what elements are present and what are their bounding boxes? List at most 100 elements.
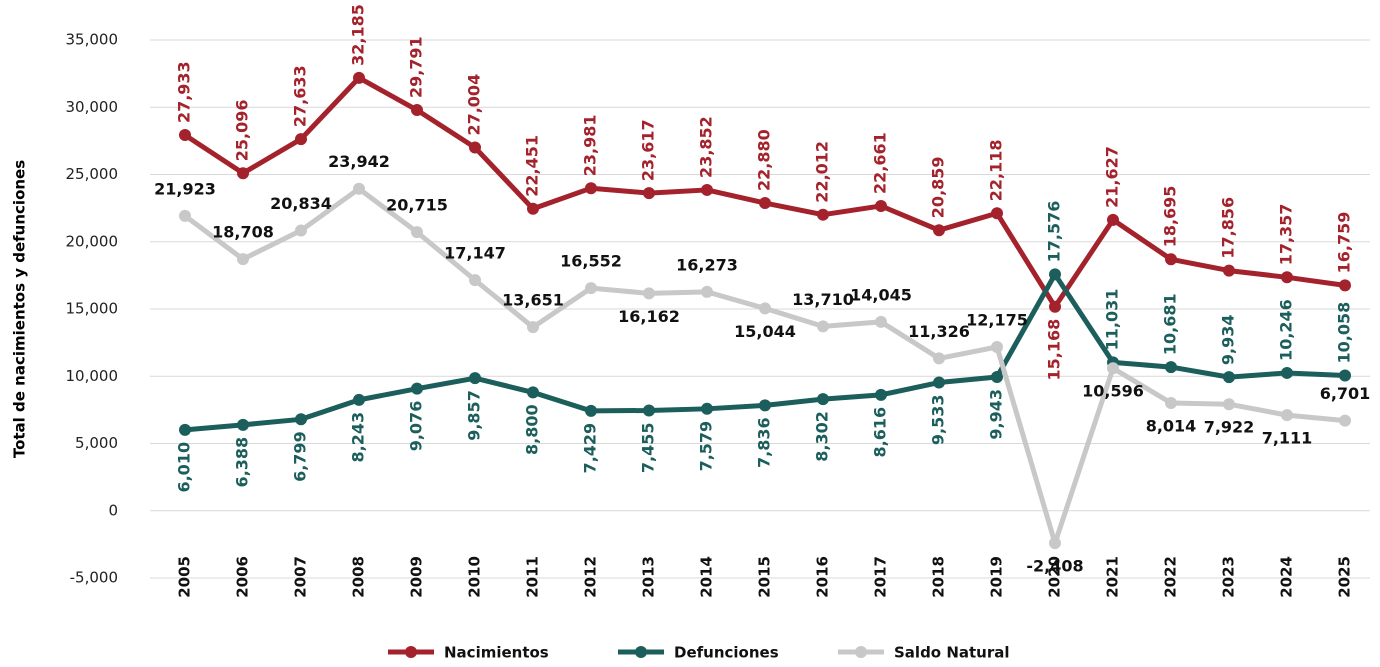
data-label: 13,710	[792, 290, 854, 309]
point	[933, 224, 945, 237]
x-tick-label: 2023	[1220, 556, 1238, 598]
point	[643, 404, 655, 417]
data-label: 10,681	[1161, 293, 1180, 355]
legend-marker	[405, 646, 417, 658]
data-label: 17,576	[1045, 201, 1064, 263]
point	[1107, 362, 1119, 375]
data-label: 10,058	[1335, 302, 1354, 364]
point	[585, 182, 597, 195]
data-label: 21,627	[1103, 146, 1122, 208]
data-label: 29,791	[407, 36, 426, 98]
data-label: 9,857	[465, 390, 484, 441]
data-label: 18,708	[212, 223, 274, 242]
data-label: 23,942	[328, 152, 390, 171]
data-label: 7,579	[697, 421, 716, 472]
y-tick-label: 25,000	[66, 165, 119, 183]
point	[1049, 300, 1061, 313]
data-label: 22,012	[813, 141, 832, 203]
data-label: 14,045	[850, 285, 912, 304]
x-tick-label: 2021	[1104, 556, 1122, 598]
data-label: 27,633	[291, 65, 310, 127]
point	[875, 388, 887, 401]
y-tick-label: 5,000	[75, 434, 118, 452]
legend-label: Saldo Natural	[894, 644, 1010, 662]
point	[237, 418, 249, 431]
data-label: 10,246	[1277, 299, 1296, 361]
x-tick-label: 2025	[1336, 556, 1354, 598]
x-tick-label: 2007	[292, 556, 310, 598]
data-label: 8,800	[523, 404, 542, 455]
data-label: 6,701	[1320, 384, 1371, 403]
point	[527, 202, 539, 215]
point	[295, 133, 307, 146]
point	[1223, 398, 1235, 411]
point	[1281, 271, 1293, 284]
point	[237, 253, 249, 266]
data-label: 22,880	[755, 129, 774, 191]
data-label: 21,923	[154, 179, 216, 198]
point	[1165, 396, 1177, 409]
x-tick-label: 2010	[466, 556, 484, 598]
x-tick-label: 2019	[988, 556, 1006, 598]
data-label: 8,014	[1146, 416, 1197, 435]
data-label: 6,010	[175, 442, 194, 493]
data-label: 20,715	[386, 196, 448, 215]
data-label: 16,162	[618, 307, 680, 326]
data-label: 20,834	[270, 194, 332, 213]
y-tick-label: 15,000	[66, 300, 119, 318]
point	[179, 129, 191, 142]
point	[585, 404, 597, 417]
point	[179, 423, 191, 436]
y-tick-label: -5,000	[70, 569, 118, 587]
point	[1107, 213, 1119, 226]
point	[237, 167, 249, 180]
point	[759, 302, 771, 315]
data-label: 9,533	[929, 395, 948, 446]
y-tick-label: 30,000	[66, 98, 119, 116]
data-label: 22,451	[523, 135, 542, 197]
x-tick-label: 2020	[1046, 556, 1064, 598]
point	[469, 141, 481, 154]
point	[469, 274, 481, 287]
x-tick-label: 2008	[350, 556, 368, 598]
point	[991, 340, 1003, 353]
point	[1165, 253, 1177, 266]
point	[411, 382, 423, 395]
data-label: 9,076	[407, 401, 426, 452]
point	[527, 386, 539, 399]
point	[1339, 414, 1351, 427]
point	[991, 371, 1003, 384]
point	[991, 207, 1003, 220]
data-label: 15,044	[734, 322, 796, 341]
data-label: 12,175	[966, 310, 1028, 329]
point	[759, 399, 771, 412]
x-tick-label: 2006	[234, 556, 252, 598]
data-label: 7,455	[639, 422, 658, 473]
x-tick-label: 2015	[756, 556, 774, 598]
point	[1049, 268, 1061, 281]
y-axis-label: Total de nacimientos y defunciones	[11, 160, 29, 458]
x-tick-label: 2013	[640, 556, 658, 598]
point	[1223, 264, 1235, 277]
data-label: 11,326	[908, 322, 970, 341]
data-label: 22,118	[987, 140, 1006, 202]
point	[1281, 366, 1293, 379]
data-label: 16,759	[1335, 212, 1354, 274]
data-label: 6,388	[233, 437, 252, 488]
x-tick-label: 2005	[176, 556, 194, 598]
data-label: 32,185	[349, 4, 368, 66]
point	[1049, 537, 1061, 550]
data-label: 6,799	[291, 431, 310, 482]
x-tick-label: 2016	[814, 556, 832, 598]
point	[353, 182, 365, 195]
point	[585, 282, 597, 295]
y-tick-label: 20,000	[66, 232, 119, 250]
data-label: 27,933	[175, 61, 194, 123]
data-label: 27,004	[465, 74, 484, 136]
point	[875, 315, 887, 328]
y-tick-label: 0	[108, 501, 118, 519]
point	[469, 372, 481, 385]
x-tick-label: 2009	[408, 556, 426, 598]
point	[817, 208, 829, 221]
